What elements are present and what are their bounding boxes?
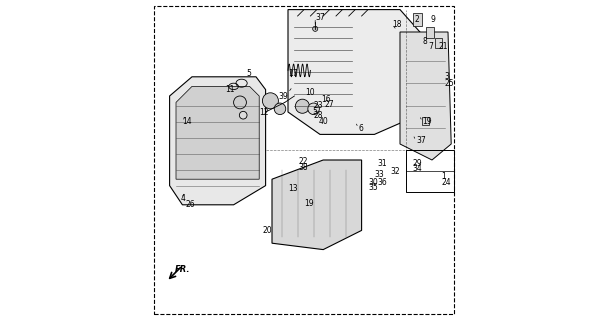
Text: 37: 37 — [315, 13, 325, 22]
Text: 39: 39 — [278, 92, 288, 100]
Text: 5: 5 — [246, 69, 251, 78]
Text: 6: 6 — [358, 124, 363, 132]
Circle shape — [313, 26, 318, 31]
Text: 10: 10 — [306, 88, 315, 97]
Text: 2: 2 — [415, 15, 419, 24]
Text: 23: 23 — [314, 101, 323, 110]
Polygon shape — [288, 10, 426, 134]
Polygon shape — [400, 32, 451, 160]
Text: 37: 37 — [416, 136, 426, 145]
Text: 26: 26 — [185, 200, 195, 209]
Text: 12: 12 — [259, 108, 269, 116]
Text: 34: 34 — [413, 164, 423, 173]
Text: 9: 9 — [430, 15, 435, 24]
Bar — [423, 117, 429, 125]
Text: 18: 18 — [392, 20, 401, 28]
Text: FR.: FR. — [174, 265, 190, 274]
Text: 27: 27 — [325, 100, 334, 109]
Text: 31: 31 — [378, 159, 387, 168]
Circle shape — [308, 103, 319, 115]
Text: 19: 19 — [423, 117, 432, 126]
Text: 32: 32 — [390, 167, 400, 176]
Bar — [413, 13, 423, 26]
Text: 35: 35 — [368, 183, 378, 192]
Text: 16: 16 — [322, 95, 331, 104]
Text: 17: 17 — [288, 69, 298, 78]
Text: 30: 30 — [368, 178, 378, 187]
Text: 28: 28 — [314, 111, 323, 120]
Text: 14: 14 — [182, 117, 192, 126]
Text: 13: 13 — [288, 184, 298, 193]
Bar — [426, 27, 434, 38]
Circle shape — [274, 103, 286, 115]
Polygon shape — [176, 86, 259, 179]
Polygon shape — [272, 160, 362, 250]
Text: 33: 33 — [375, 170, 384, 179]
Text: 25: 25 — [445, 79, 454, 88]
Circle shape — [240, 111, 247, 119]
Text: 7: 7 — [429, 42, 434, 51]
Text: 8: 8 — [423, 37, 427, 46]
Text: 3: 3 — [445, 72, 450, 81]
Text: 4: 4 — [181, 194, 185, 203]
Circle shape — [295, 99, 309, 113]
Bar — [435, 38, 441, 48]
Text: 36: 36 — [378, 178, 387, 187]
Text: 5: 5 — [313, 107, 317, 116]
Text: 11: 11 — [226, 85, 235, 94]
Circle shape — [233, 96, 246, 109]
Polygon shape — [170, 77, 266, 205]
Text: 24: 24 — [441, 178, 451, 187]
Text: 19: 19 — [304, 199, 314, 208]
Text: 1: 1 — [441, 172, 446, 180]
Text: 20: 20 — [263, 226, 272, 235]
Text: 22: 22 — [299, 157, 308, 166]
Text: 40: 40 — [319, 117, 328, 126]
Circle shape — [263, 93, 278, 109]
Text: 21: 21 — [438, 42, 448, 51]
Text: 29: 29 — [413, 159, 423, 168]
Text: 38: 38 — [299, 163, 308, 172]
